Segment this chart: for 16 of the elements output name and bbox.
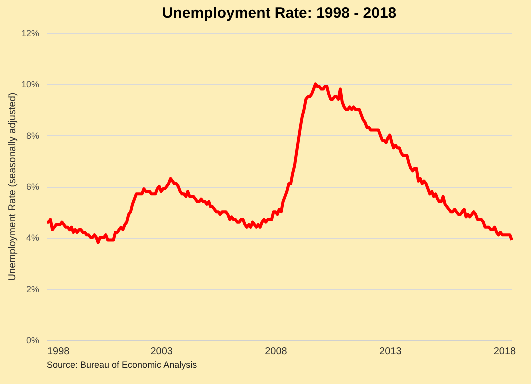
x-tick-label: 2008 [265, 346, 288, 358]
y-tick-label: 12% [21, 28, 40, 38]
line-series [46, 82, 514, 244]
y-tick-label: 2% [26, 284, 40, 294]
x-tick-label: 1998 [48, 346, 70, 358]
x-tick-label: 2018 [494, 346, 517, 358]
y-tick-label: 8% [26, 130, 40, 141]
chart-title: Unemployment Rate: 1998 - 2018 [162, 5, 397, 22]
y-tick-label: 10% [21, 80, 40, 90]
x-tick-label: 2013 [380, 346, 402, 358]
y-tick-label: 0% [26, 336, 40, 346]
y-axis-title: Unemployment Rate (seasonally adjusted) [7, 92, 18, 282]
x-tick-label: 2003 [150, 346, 174, 358]
y-tick-label: 6% [26, 182, 40, 192]
y-tick-label: 4% [26, 233, 40, 244]
source-note: Source: Bureau of Economic Analysis [47, 360, 198, 370]
